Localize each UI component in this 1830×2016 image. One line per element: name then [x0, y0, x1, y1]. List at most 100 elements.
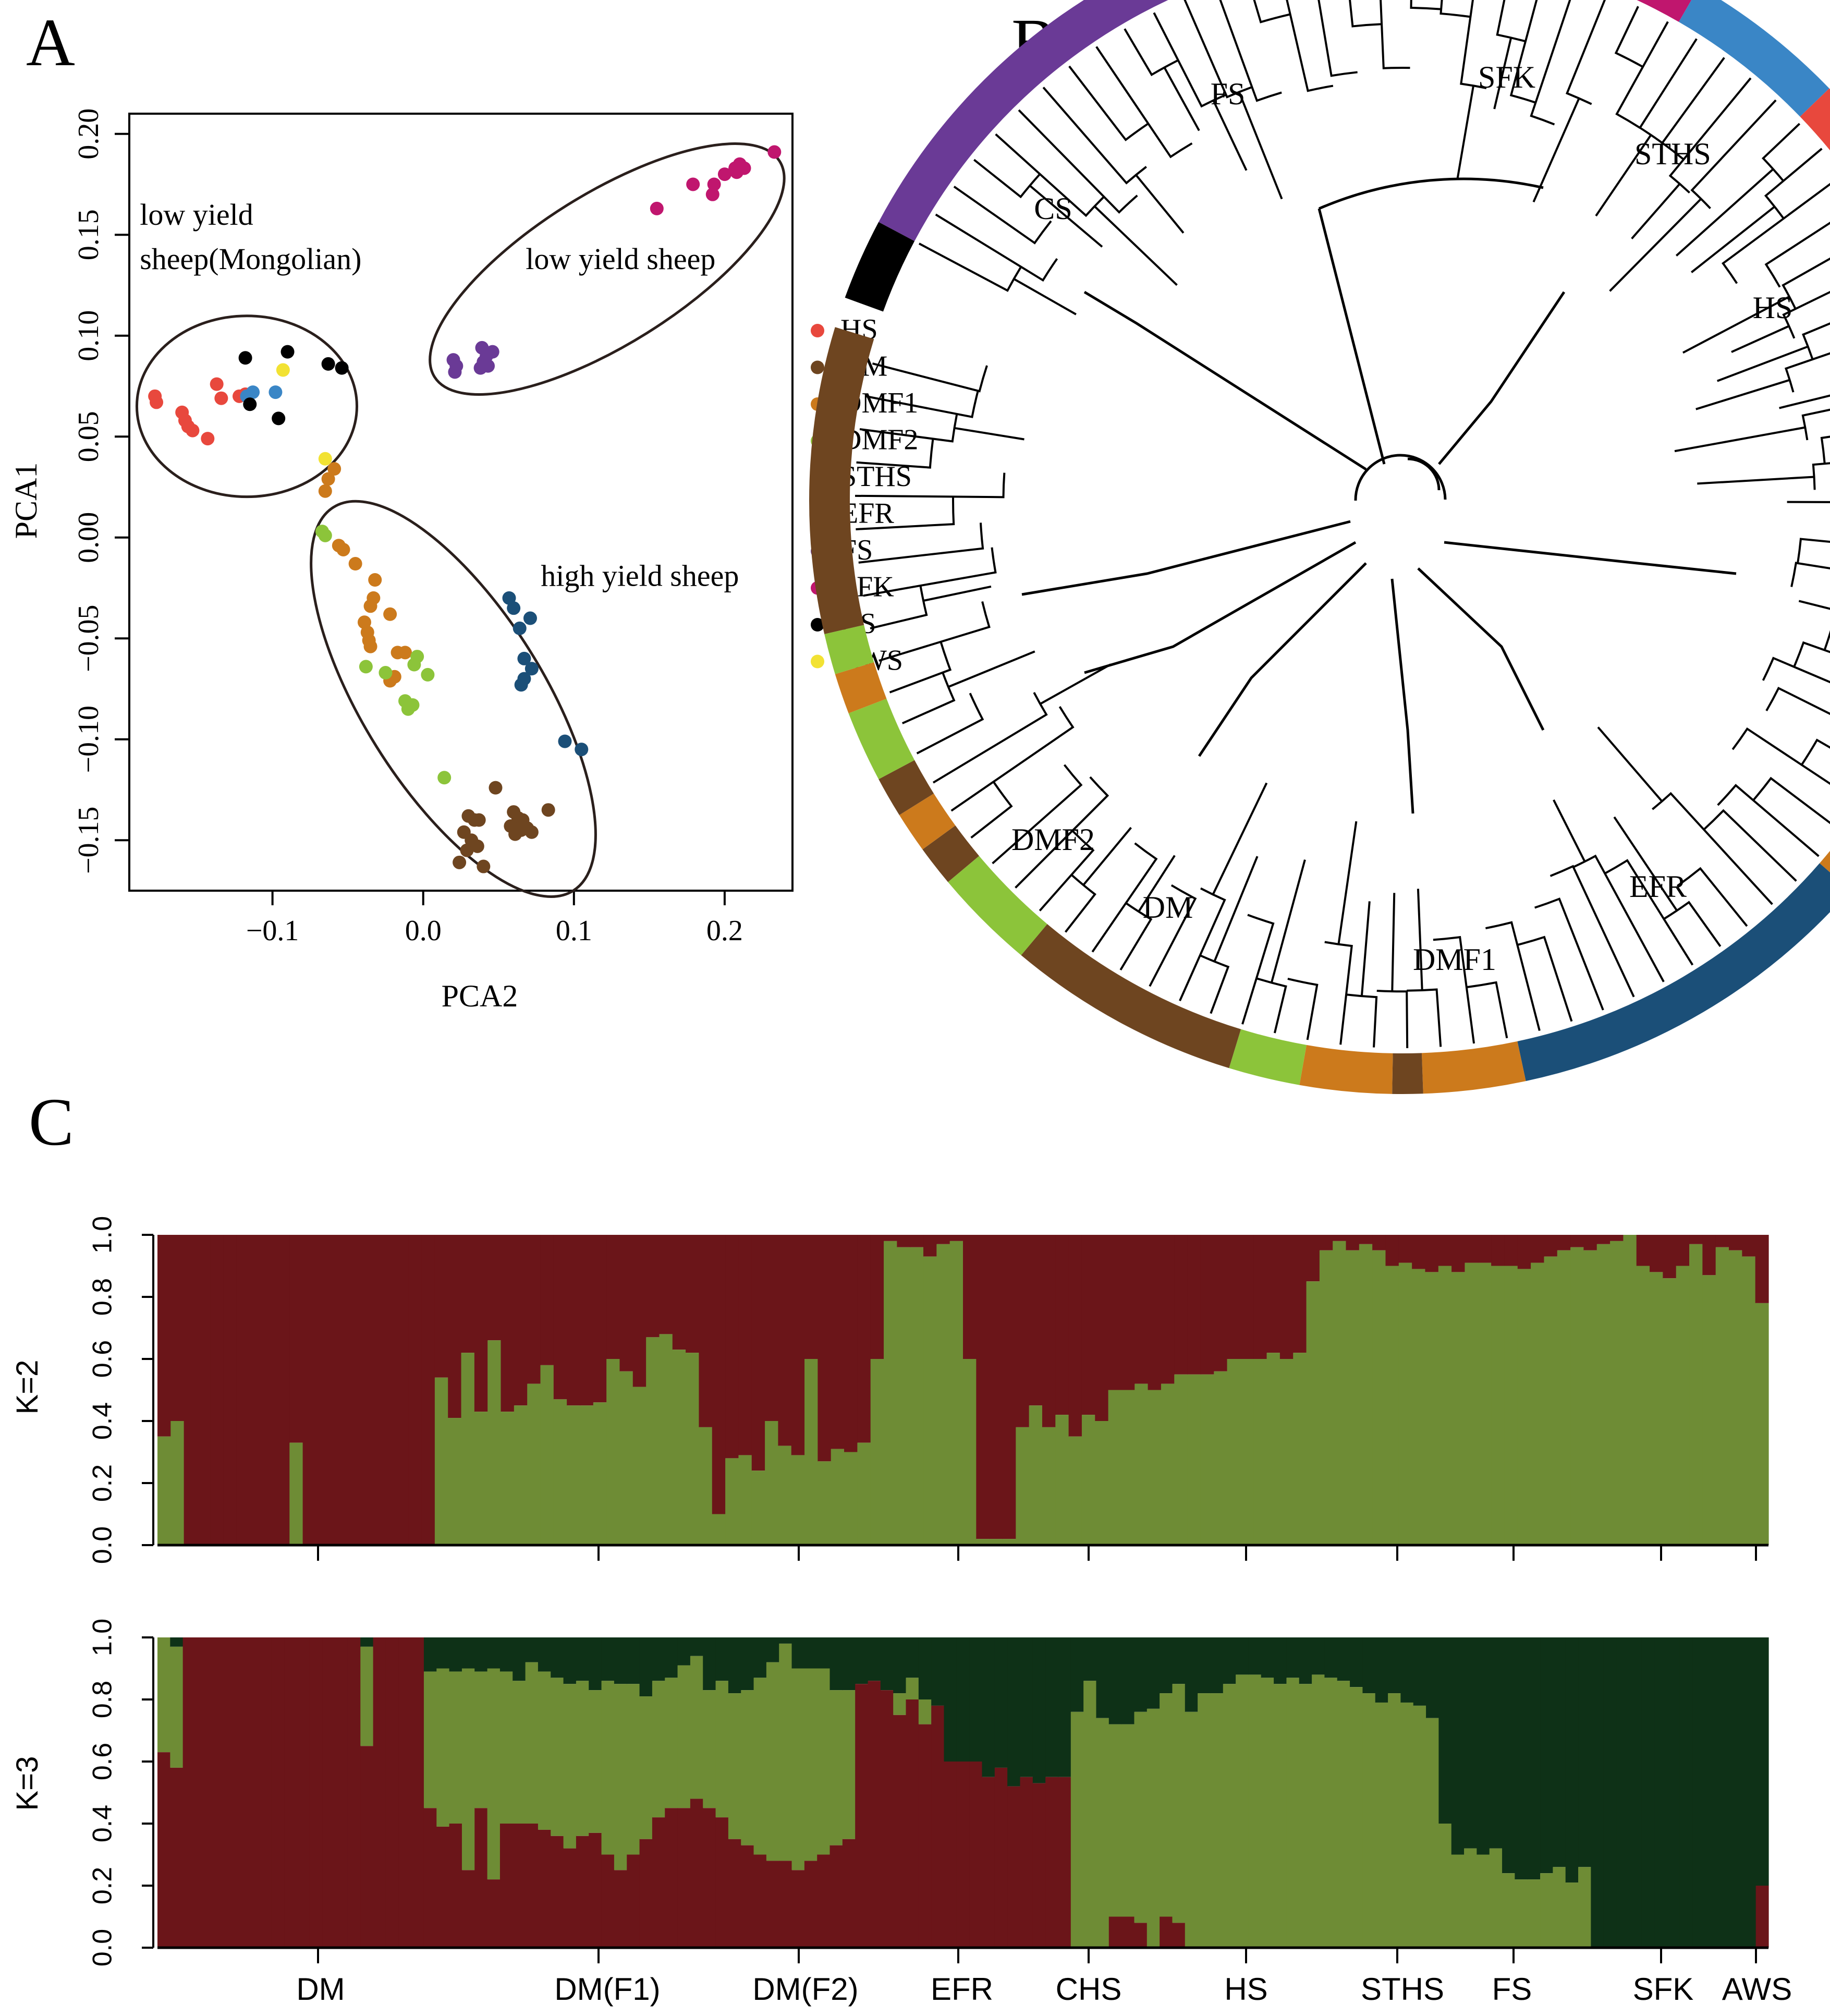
admix-bar-olive: [563, 1684, 577, 1849]
admix-bar-red: [246, 1637, 260, 1948]
admix-bar-olive: [1319, 1250, 1333, 1545]
admix-bar-dark: [1210, 1637, 1224, 1694]
admix-bar-olive: [461, 1353, 475, 1545]
admix-bar-olive: [423, 1671, 437, 1808]
leaf-branch: [1703, 809, 1797, 882]
ring-segment: [1392, 1053, 1423, 1094]
group-ellipse: [429, 142, 786, 396]
admix-bar-red: [1172, 1923, 1186, 1948]
admix-bar-dark: [741, 1637, 754, 1691]
admix-bar-red: [1702, 1235, 1716, 1276]
admix-bar-dark: [1603, 1637, 1617, 1948]
admix-bar-dark: [1070, 1637, 1084, 1712]
admix-bar-red: [1121, 1916, 1135, 1948]
admix-bar-red: [1020, 1777, 1033, 1948]
admix-bar-red: [703, 1808, 716, 1948]
admix-bar-olive: [1438, 1824, 1452, 1948]
admix-bar-red: [910, 1235, 924, 1247]
ring-segment: [1021, 924, 1241, 1068]
admix-bar-red: [880, 1690, 894, 1948]
admix-bar-olive: [741, 1690, 754, 1845]
leaf-branch: [1149, 884, 1197, 987]
admix-bar-dark: [627, 1637, 640, 1684]
leaf-branch: [1407, 988, 1442, 1047]
admix-bar-dark: [715, 1637, 729, 1681]
leaf-branch: [1360, 901, 1371, 997]
admix-bar-olive: [672, 1350, 686, 1545]
leaf-branch: [1530, 0, 1571, 126]
admix-bar-dark: [956, 1637, 970, 1762]
admix-bar-olive: [804, 1668, 818, 1861]
admix-bar-olive: [1451, 1272, 1466, 1545]
ring-segment: [809, 327, 874, 634]
admix-bar-olive: [738, 1455, 752, 1545]
admix-bar-olive: [1068, 1436, 1082, 1545]
admix-bar-red: [385, 1637, 399, 1948]
admix-bar-olive: [1148, 1390, 1162, 1545]
admix-bar-olive: [1578, 1867, 1591, 1948]
leaf-branch: [1253, 0, 1291, 23]
admix-bar-olive: [449, 1671, 462, 1824]
admix-x-tick-label: DM: [296, 1972, 345, 2007]
admix-bar-red: [593, 1235, 607, 1403]
leaf-branch: [1787, 501, 1830, 503]
admix-bar-dark: [880, 1637, 894, 1691]
admix-bar-olive: [1742, 1256, 1756, 1545]
scatter-point: [318, 484, 332, 498]
admix-bar-olive: [1451, 1854, 1465, 1948]
admix-bar-red: [982, 1777, 995, 1948]
admix-bar-olive: [753, 1678, 767, 1855]
scatter-point: [379, 666, 393, 680]
leaf-branch: [1039, 830, 1095, 912]
admix-bar-olive: [725, 1458, 739, 1545]
admix-bar-red: [1032, 1783, 1046, 1948]
admix-bar-red: [315, 1235, 330, 1545]
admix-bar-red: [699, 1235, 713, 1427]
pca-ellipses: [135, 142, 786, 898]
admix-bar-red: [1240, 1235, 1254, 1359]
leaf-branch: [973, 159, 1041, 199]
ring-segment: [848, 698, 915, 780]
scatter-point: [448, 365, 462, 379]
scatter-point: [368, 573, 382, 587]
admix-bar-olive: [1663, 1278, 1677, 1545]
admix-bar-dark: [1743, 1637, 1756, 1948]
admix-x-tick-label: DM(F2): [752, 1972, 858, 2007]
admix-bar-olive: [1333, 1241, 1347, 1545]
leaf-branch: [1346, 993, 1378, 1048]
scatter-point: [730, 165, 744, 179]
leaf-branch: [1064, 874, 1096, 933]
cluster-annotation: sheep(Mongolian): [140, 242, 361, 276]
admix-bar-olive: [157, 1436, 171, 1545]
leaf-branch: [1668, 77, 1752, 194]
admix-bar-dark: [1464, 1637, 1477, 1849]
scatter-point: [214, 391, 228, 405]
leaf-branch: [1213, 856, 1259, 962]
admix-y-tick-label: 0.2: [88, 1464, 118, 1502]
leaf-branch: [1042, 87, 1147, 185]
admix-bar-olive: [1438, 1266, 1452, 1545]
ring-label: DMF2: [1011, 822, 1095, 857]
leaf-branch: [1697, 476, 1814, 485]
admix-bar-olive: [1236, 1674, 1249, 1948]
admix-bar-olive: [1214, 1371, 1228, 1545]
leaf-branch: [1135, 174, 1185, 234]
admix-bar-olive: [1729, 1250, 1742, 1545]
admix-bar-dark: [1515, 1637, 1528, 1880]
admix-bar-dark: [538, 1637, 551, 1672]
tree-branch: [1417, 567, 1545, 731]
admix-bar-dark: [817, 1637, 831, 1669]
admix-bar-olive: [1557, 1250, 1571, 1545]
leaf-branch: [1764, 148, 1823, 220]
admix-bar-olive: [1372, 1250, 1386, 1545]
admix-bar-red: [1596, 1235, 1611, 1244]
admix-bar-olive: [690, 1656, 703, 1799]
leaf-branch: [1782, 290, 1830, 339]
admix-bar-red: [1187, 1235, 1201, 1375]
admix-bar-dark: [1324, 1637, 1338, 1678]
admix-bar-olive: [817, 1668, 831, 1855]
scatter-point: [514, 823, 528, 837]
scatter-point: [437, 771, 452, 785]
scatter-point: [401, 702, 415, 716]
leaf-branch: [1800, 738, 1830, 766]
